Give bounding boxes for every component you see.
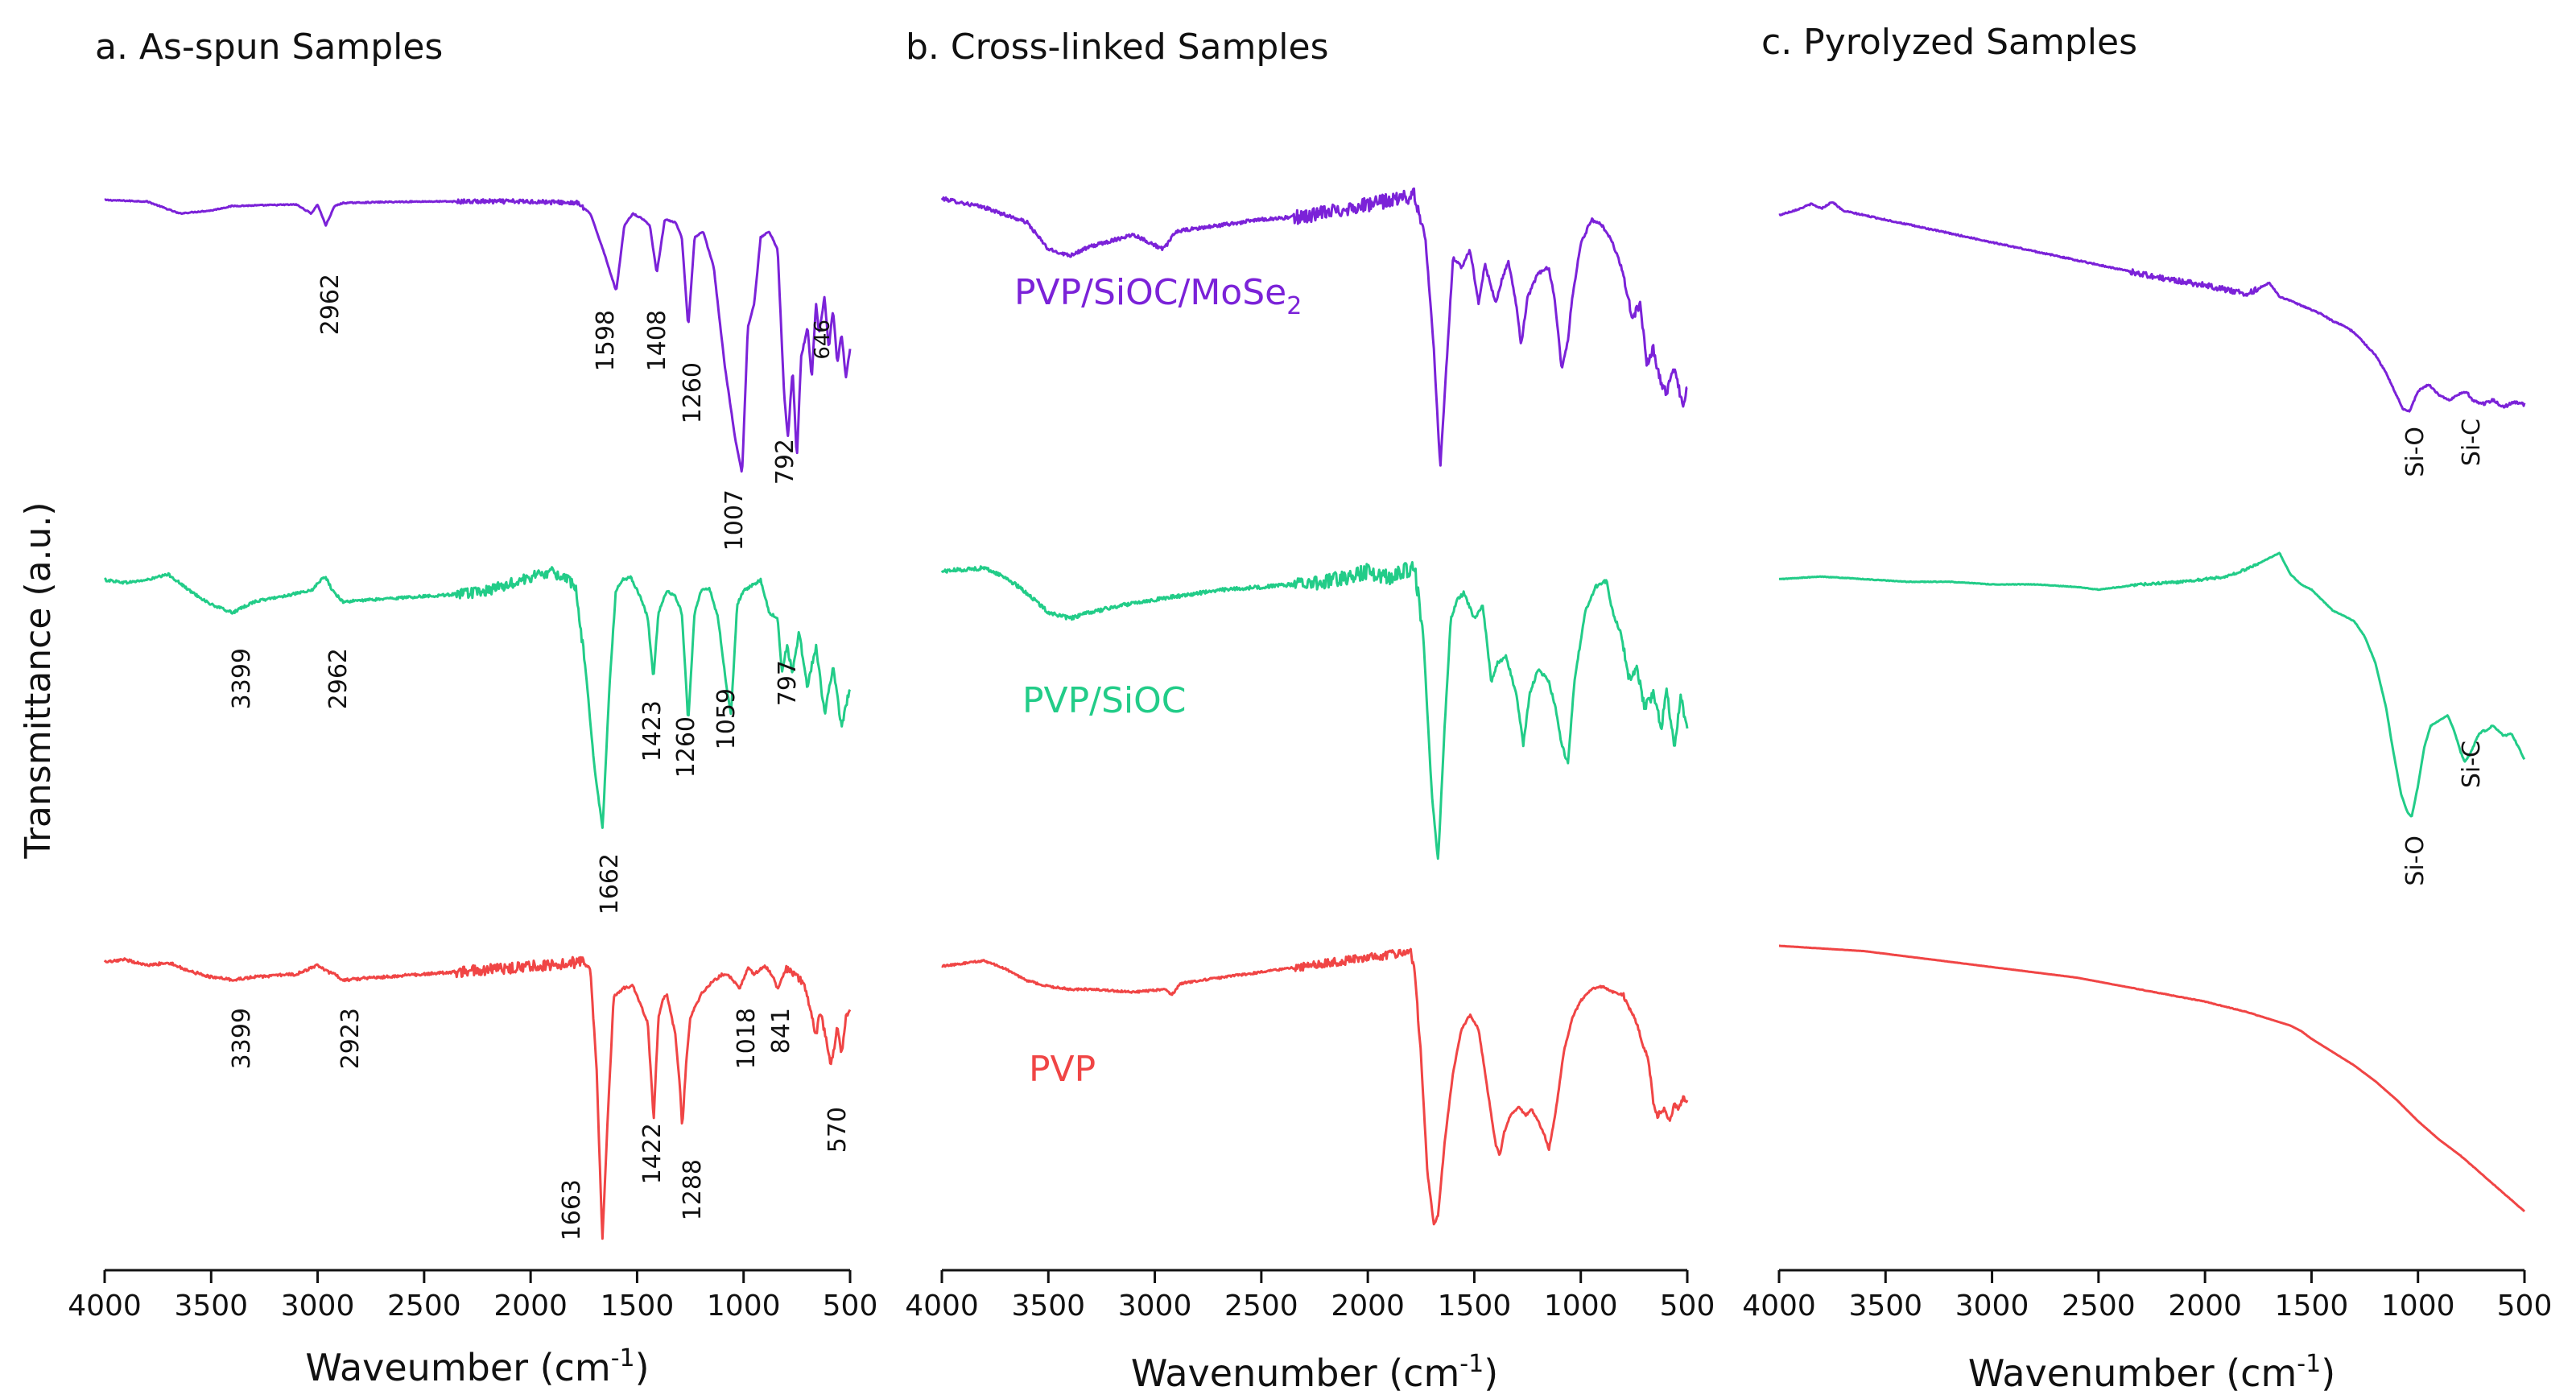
series-label-pvp-sioc-mose2: PVP/SiOC/MoSe2 [1014, 272, 1302, 320]
peak-label: Si-O [2401, 836, 2429, 886]
peak-label: 2962 [316, 274, 345, 335]
x-tick-label: 2500 [2062, 1290, 2136, 1323]
panel-c-x-label-exp: -1 [2297, 1350, 2321, 1378]
x-tick-label: 2000 [2168, 1290, 2242, 1323]
spectrum-pvp-sioc-mose2 [104, 198, 852, 473]
peak-label: 841 [767, 1008, 795, 1054]
panel-b-x-label-close: ) [1484, 1352, 1498, 1395]
panel-c-plot [1778, 201, 2526, 1213]
spectrum-pvp-sioc [940, 561, 1689, 860]
panel-a-x-label-close: ) [635, 1346, 650, 1389]
series-label-pvp-sioc: PVP/SiOC [1022, 680, 1187, 721]
peak-label: 1662 [596, 853, 624, 914]
peak-label: 1260 [672, 716, 700, 778]
peak-label: 1018 [733, 1008, 761, 1069]
spectrum-pvp [103, 955, 852, 1240]
series-label-mose-main: PVP/SiOC/MoSe [1014, 272, 1286, 313]
peak-label: 2923 [336, 1008, 365, 1069]
x-tick-label: 500 [1660, 1290, 1715, 1323]
x-tick-label: 1000 [1544, 1290, 1618, 1323]
panel-c-title: c. Pyrolyzed Samples [1761, 22, 2137, 63]
y-axis-label: Transmittance (a.u.) [18, 501, 59, 859]
panel-b-x-label-main: Wavenumber (cm [1131, 1352, 1459, 1395]
x-tick-label: 3500 [1848, 1290, 1922, 1323]
peak-label: 1288 [679, 1159, 707, 1220]
peak-label: 1423 [638, 700, 667, 761]
x-tick-label: 4000 [1742, 1290, 1816, 1323]
spectrum-pvp [941, 947, 1689, 1226]
panel-b-x-label: Wavenumber (cm-1) [1131, 1350, 1498, 1395]
x-tick-label: 1000 [707, 1290, 781, 1323]
x-tick-label: 500 [823, 1290, 878, 1323]
panel-a-x-label: Waveumber (cm-1) [305, 1344, 649, 1389]
spectrum-pvp-sioc [103, 566, 852, 829]
peak-label: 1663 [558, 1179, 586, 1240]
x-tick-label: 500 [2497, 1290, 2553, 1323]
peak-label: 2962 [324, 648, 353, 709]
x-tick-label: 1500 [601, 1290, 675, 1323]
panel-c-ticks: 4000 3500 3000 2500 2000 1500 1000 500 [1742, 1270, 2552, 1323]
panel-a-annotations: 2962 1598 1408 1260 1007 792 646 3399 29… [228, 274, 852, 1240]
peak-label: 792 [771, 439, 799, 485]
x-tick-label: 2000 [1331, 1290, 1405, 1323]
x-tick-label: 3000 [1118, 1290, 1192, 1323]
panel-c-annotations: Si-O Si-C Si-O Si-C [2401, 419, 2486, 886]
x-tick-label: 4000 [905, 1290, 979, 1323]
x-tick-label: 3500 [1011, 1290, 1085, 1323]
panel-b-title: b. Cross-linked Samples [906, 27, 1329, 68]
panel-c-x-label: Wavenumber (cm-1) [1968, 1350, 2335, 1395]
x-tick-label: 4000 [68, 1290, 142, 1323]
series-label-pvp: PVP [1029, 1049, 1096, 1090]
x-tick-label: 3000 [1955, 1290, 2029, 1323]
peak-label: 797 [774, 660, 802, 706]
x-tick-label: 1500 [2275, 1290, 2349, 1323]
spectrum-pvp-sioc [1778, 551, 2526, 818]
peak-label: 1408 [643, 310, 671, 371]
x-tick-label: 2500 [387, 1290, 461, 1323]
panel-c-x-label-main: Wavenumber (cm [1968, 1352, 2297, 1395]
peak-label: 1059 [712, 688, 741, 749]
panel-a-title: a. As-spun Samples [95, 27, 443, 68]
x-tick-label: 3000 [281, 1290, 355, 1323]
panel-b-x-label-exp: -1 [1459, 1350, 1484, 1378]
x-tick-label: 3500 [174, 1290, 248, 1323]
peak-label: 570 [824, 1107, 852, 1153]
x-tick-label: 2500 [1224, 1290, 1298, 1323]
panel-b-ticks: 4000 3500 3000 2500 2000 1500 1000 500 [905, 1270, 1715, 1323]
peak-label: 646 [811, 320, 835, 360]
panel-b-plot [940, 187, 1689, 1226]
x-tick-label: 1000 [2381, 1290, 2455, 1323]
panel-a-x-label-exp: -1 [611, 1344, 635, 1372]
peak-label: Si-C [2458, 419, 2486, 466]
peak-label: 3399 [228, 648, 256, 709]
peak-label: 1598 [592, 310, 620, 371]
spectrum-pvp-sioc-mose2 [940, 187, 1688, 467]
x-tick-label: 2000 [493, 1290, 568, 1323]
peak-label: 1422 [638, 1123, 667, 1184]
peak-label: Si-O [2401, 427, 2429, 477]
peak-label: 1007 [720, 489, 749, 551]
spectrum-pvp [1778, 944, 2526, 1213]
panel-a-x-label-main: Waveumber (cm [305, 1346, 610, 1389]
x-tick-label: 1500 [1438, 1290, 1512, 1323]
panel-a-ticks: 4000 3500 3000 2500 2000 1500 1000 500 [68, 1270, 877, 1323]
series-label-mose-sub: 2 [1286, 292, 1302, 320]
peak-label: 1260 [679, 362, 707, 423]
panel-a-plot [103, 198, 852, 1240]
peak-label: 3399 [228, 1008, 256, 1069]
panel-c-x-label-close: ) [2321, 1352, 2335, 1395]
spectrum-pvp-sioc-mose2 [1778, 201, 2526, 413]
peak-label: Si-C [2458, 741, 2486, 788]
